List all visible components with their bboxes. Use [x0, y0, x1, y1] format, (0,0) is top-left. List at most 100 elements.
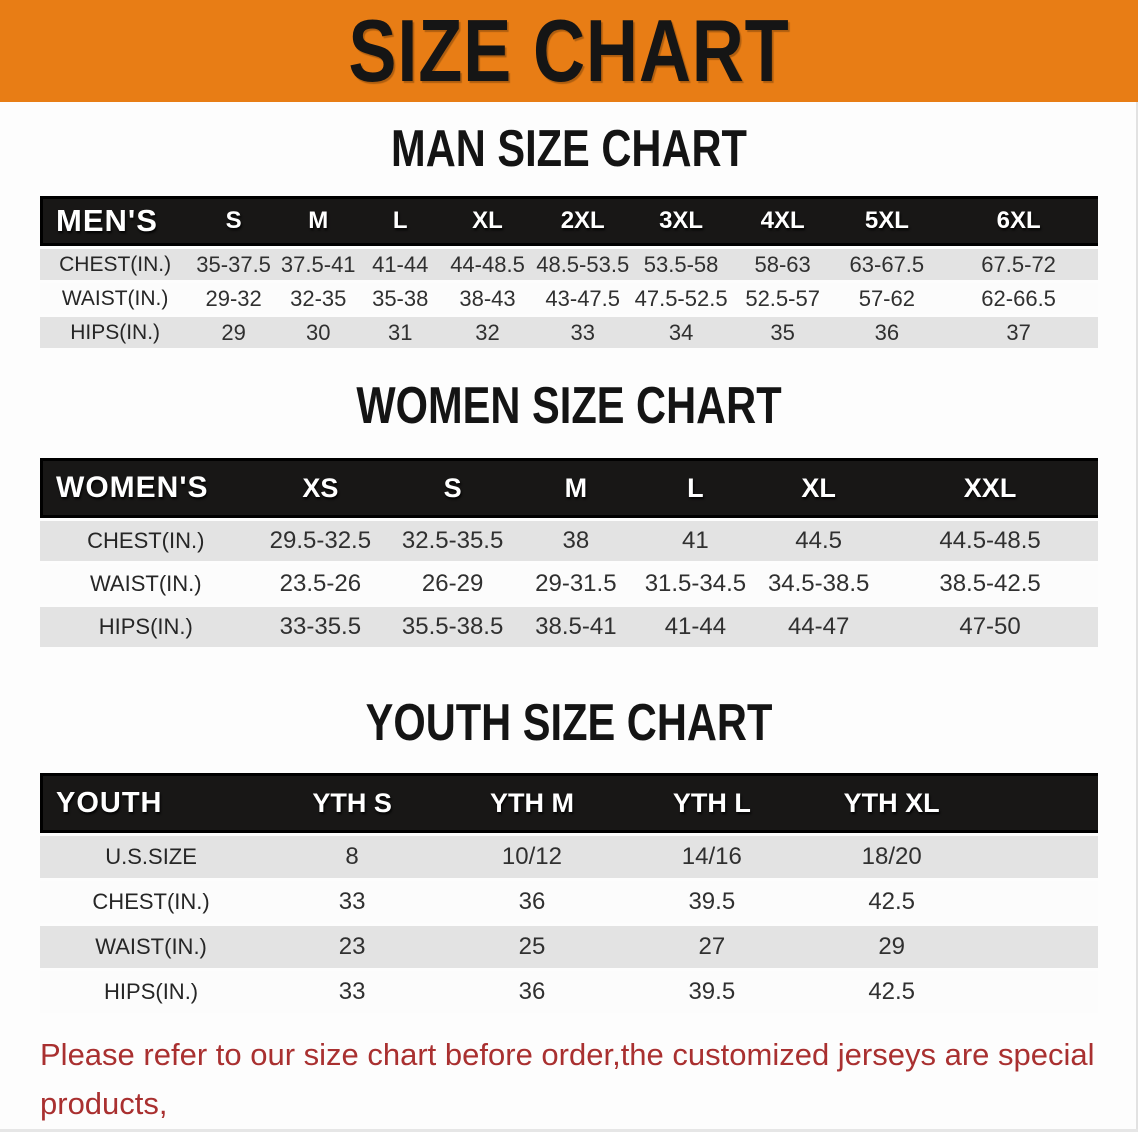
- men-size-column-header: XL: [440, 196, 535, 246]
- youth-size-column-header: YTH S: [262, 773, 443, 833]
- youth-section-title: YOUTH SIZE CHART: [365, 694, 773, 752]
- measurement-cell: 53.5-58: [631, 249, 731, 280]
- measurement-cell: 44-48.5: [440, 249, 535, 280]
- women-size-column-header: M: [516, 458, 636, 518]
- measurement-cell: 8: [262, 836, 443, 878]
- women-section-title: WOMEN SIZE CHART: [356, 377, 782, 435]
- measurement-cell: 36: [442, 881, 622, 923]
- measurement-cell: 47.5-52.5: [631, 283, 731, 314]
- row-label: HIPS(IN.): [40, 971, 263, 1013]
- men-size-column-header: 5XL: [834, 196, 940, 246]
- measurement-cell: 34: [631, 317, 731, 348]
- measurement-cell: 30: [276, 317, 360, 348]
- measurement-cell: 23.5-26: [251, 564, 390, 604]
- measurement-cell: 31.5-34.5: [635, 564, 756, 604]
- disclaimer-note: Please refer to our size chart before or…: [40, 1030, 1138, 1129]
- empty-cell: [981, 926, 1098, 968]
- women-hips-row: HIPS(IN.) 33-35.5 35.5-38.5 38.5-41 41-4…: [40, 607, 1098, 647]
- measurement-cell: 43-47.5: [534, 283, 632, 314]
- measurement-cell: 33: [534, 317, 632, 348]
- disclaimer-line-1: Please refer to our size chart before or…: [40, 1037, 1095, 1121]
- empty-header-cell: [981, 773, 1098, 833]
- women-chest-row: CHEST(IN.) 29.5-32.5 32.5-35.5 38 41 44.…: [40, 521, 1098, 561]
- measurement-cell: 41: [635, 521, 756, 561]
- men-hips-row: HIPS(IN.) 29 30 31 32 33 34 35 36 37: [40, 317, 1098, 348]
- measurement-cell: 35: [730, 317, 835, 348]
- measurement-cell: 27: [621, 926, 802, 968]
- men-size-column-header: M: [276, 196, 360, 246]
- measurement-cell: 39.5: [621, 881, 802, 923]
- measurement-cell: 44.5-48.5: [882, 521, 1098, 561]
- youth-header-row: YOUTH YTH S YTH M YTH L YTH XL: [40, 773, 1098, 833]
- measurement-cell: 32.5-35.5: [389, 521, 517, 561]
- row-label: WAIST(IN.): [40, 926, 263, 968]
- measurement-cell: 44-47: [755, 607, 883, 647]
- men-chest-row: CHEST(IN.) 35-37.5 37.5-41 41-44 44-48.5…: [40, 249, 1098, 280]
- measurement-cell: 39.5: [621, 971, 802, 1013]
- men-size-table: MEN'S S M L XL 2XL 3XL 4XL 5XL 6XL CHEST…: [40, 193, 1098, 351]
- measurement-cell: 35-37.5: [190, 249, 277, 280]
- youth-hips-row: HIPS(IN.) 33 36 39.5 42.5: [40, 971, 1098, 1013]
- row-label: WAIST(IN.): [40, 283, 191, 314]
- women-size-column-header: S: [389, 458, 517, 518]
- men-table-label: MEN'S: [40, 196, 191, 246]
- youth-size-table: YOUTH YTH S YTH M YTH L YTH XL U.S.SIZE …: [40, 770, 1098, 1016]
- women-waist-row: WAIST(IN.) 23.5-26 26-29 29-31.5 31.5-34…: [40, 564, 1098, 604]
- measurement-cell: 26-29: [389, 564, 517, 604]
- measurement-cell: 36: [442, 971, 622, 1013]
- empty-cell: [981, 836, 1098, 878]
- measurement-cell: 31: [359, 317, 441, 348]
- men-waist-row: WAIST(IN.) 29-32 32-35 35-38 38-43 43-47…: [40, 283, 1098, 314]
- measurement-cell: 33: [262, 971, 443, 1013]
- youth-table-label: YOUTH: [40, 773, 263, 833]
- youth-waist-row: WAIST(IN.) 23 25 27 29: [40, 926, 1098, 968]
- measurement-cell: 38-43: [440, 283, 535, 314]
- men-size-column-header: 6XL: [939, 196, 1098, 246]
- measurement-cell: 35-38: [359, 283, 441, 314]
- measurement-cell: 57-62: [834, 283, 940, 314]
- page-title: SIZE CHART: [348, 1, 790, 100]
- measurement-cell: 41-44: [359, 249, 441, 280]
- measurement-cell: 44.5: [755, 521, 883, 561]
- men-size-column-header: 3XL: [631, 196, 731, 246]
- measurement-cell: 62-66.5: [939, 283, 1098, 314]
- measurement-cell: 37.5-41: [276, 249, 360, 280]
- youth-chest-row: CHEST(IN.) 33 36 39.5 42.5: [40, 881, 1098, 923]
- measurement-cell: 25: [442, 926, 622, 968]
- row-label: CHEST(IN.): [40, 249, 191, 280]
- row-label: CHEST(IN.): [40, 521, 252, 561]
- row-label: WAIST(IN.): [40, 564, 252, 604]
- measurement-cell: 29: [801, 926, 982, 968]
- empty-cell: [981, 971, 1098, 1013]
- measurement-cell: 47-50: [882, 607, 1098, 647]
- measurement-cell: 67.5-72: [939, 249, 1098, 280]
- men-section-title: MAN SIZE CHART: [391, 120, 747, 178]
- measurement-cell: 38.5-42.5: [882, 564, 1098, 604]
- measurement-cell: 23: [262, 926, 443, 968]
- measurement-cell: 37: [939, 317, 1098, 348]
- youth-size-column-header: YTH L: [621, 773, 802, 833]
- women-size-column-header: XS: [251, 458, 390, 518]
- disclaimer-line-2: we don't accept cancel, change, teturn o…: [40, 1128, 1138, 1129]
- measurement-cell: 63-67.5: [834, 249, 940, 280]
- men-size-column-header: 4XL: [730, 196, 835, 246]
- row-label: HIPS(IN.): [40, 317, 191, 348]
- measurement-cell: 36: [834, 317, 940, 348]
- youth-ussize-row: U.S.SIZE 8 10/12 14/16 18/20: [40, 836, 1098, 878]
- measurement-cell: 32: [440, 317, 535, 348]
- measurement-cell: 29-32: [190, 283, 277, 314]
- empty-cell: [981, 881, 1098, 923]
- measurement-cell: 29.5-32.5: [251, 521, 390, 561]
- measurement-cell: 33: [262, 881, 443, 923]
- measurement-cell: 14/16: [621, 836, 802, 878]
- measurement-cell: 38.5-41: [516, 607, 636, 647]
- row-label: U.S.SIZE: [40, 836, 263, 878]
- measurement-cell: 48.5-53.5: [534, 249, 632, 280]
- men-header-row: MEN'S S M L XL 2XL 3XL 4XL 5XL 6XL: [40, 196, 1098, 246]
- measurement-cell: 52.5-57: [730, 283, 835, 314]
- measurement-cell: 34.5-38.5: [755, 564, 883, 604]
- women-header-row: WOMEN'S XS S M L XL XXL: [40, 458, 1098, 518]
- banner: SIZE CHART: [0, 0, 1138, 102]
- youth-size-column-header: YTH XL: [801, 773, 982, 833]
